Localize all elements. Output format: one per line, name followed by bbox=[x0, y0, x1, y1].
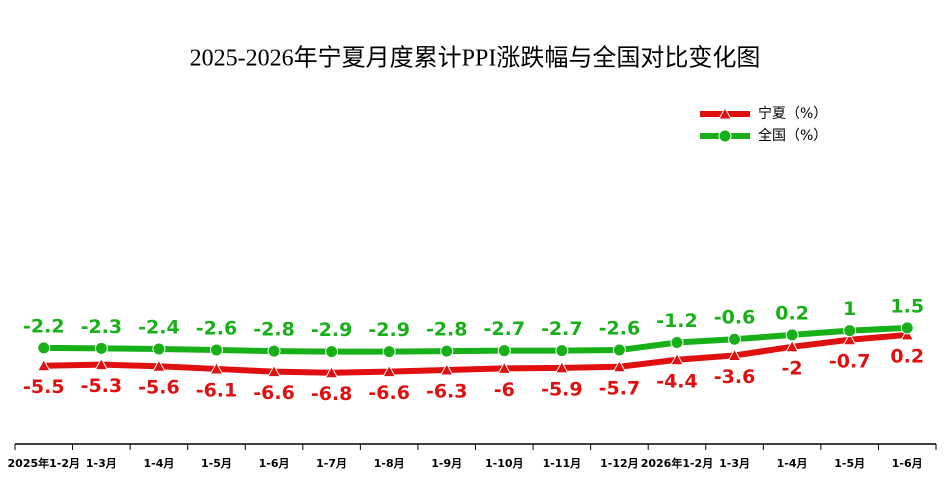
data-label: -6 bbox=[494, 379, 515, 401]
x-tick-label: 1-9月 bbox=[431, 457, 462, 470]
point bbox=[382, 345, 396, 359]
point bbox=[843, 324, 857, 338]
point bbox=[37, 341, 51, 355]
x-tick-label: 1-10月 bbox=[485, 457, 524, 470]
data-label: -0.7 bbox=[829, 350, 871, 372]
data-label: -2.9 bbox=[368, 319, 410, 341]
data-label: -1.2 bbox=[656, 310, 698, 332]
data-label: -2.3 bbox=[81, 316, 123, 338]
data-label: -2.8 bbox=[426, 319, 468, 341]
x-tick-label: 2025年1-2月 bbox=[8, 456, 81, 470]
point bbox=[209, 343, 223, 357]
x-tick-label: 1-3月 bbox=[719, 457, 750, 470]
point bbox=[555, 360, 569, 374]
point bbox=[900, 327, 915, 341]
data-label: -2.9 bbox=[311, 319, 353, 341]
point bbox=[670, 335, 684, 349]
point bbox=[209, 361, 224, 375]
chart-title: 2025-2026年宁夏月度累计PPI涨跌幅与全国对比变化图 bbox=[190, 45, 761, 72]
data-label: -4.4 bbox=[656, 370, 698, 392]
data-label: -5.9 bbox=[541, 378, 583, 400]
point bbox=[785, 339, 799, 353]
point bbox=[325, 345, 339, 359]
data-label: -5.5 bbox=[23, 376, 65, 398]
point bbox=[94, 341, 108, 355]
x-tick-label: 1-12月 bbox=[600, 457, 639, 470]
x-tick-label: 1-4月 bbox=[143, 457, 174, 470]
x-tick-label: 1-6月 bbox=[259, 457, 290, 470]
data-label: -2.6 bbox=[599, 318, 641, 340]
point bbox=[439, 362, 454, 376]
data-label: -6.8 bbox=[311, 383, 353, 405]
data-label: -0.6 bbox=[714, 307, 756, 329]
data-label: -6.1 bbox=[196, 379, 238, 401]
data-label: -3.6 bbox=[714, 366, 756, 388]
data-label: 0.2 bbox=[775, 302, 809, 324]
legend-label: 全国（%） bbox=[758, 127, 827, 144]
point bbox=[900, 321, 914, 335]
x-tick-label: 1-4月 bbox=[777, 457, 808, 470]
data-label: -6.3 bbox=[426, 381, 468, 403]
legend-label: 宁夏（%） bbox=[758, 105, 827, 122]
data-label: -2.7 bbox=[541, 318, 583, 340]
data-label: 1.5 bbox=[890, 295, 924, 317]
x-tick-label: 2026年1-2月 bbox=[641, 456, 714, 470]
x-tick-label: 1-5月 bbox=[201, 457, 232, 470]
x-tick-label: 1-8月 bbox=[374, 457, 405, 470]
x-tick-label: 1-7月 bbox=[316, 457, 347, 470]
data-label: -5.7 bbox=[599, 377, 641, 399]
point bbox=[267, 364, 281, 378]
point bbox=[785, 328, 799, 342]
point bbox=[152, 359, 166, 372]
data-label: -6.6 bbox=[368, 382, 410, 404]
point bbox=[267, 344, 281, 358]
x-tick-label: 1-11月 bbox=[543, 457, 582, 470]
data-label: 0.2 bbox=[890, 345, 924, 367]
point bbox=[152, 342, 166, 356]
data-label: -2.8 bbox=[253, 319, 295, 341]
point bbox=[727, 348, 742, 361]
data-label: -5.6 bbox=[138, 377, 180, 399]
point bbox=[497, 361, 512, 374]
point bbox=[382, 364, 396, 378]
data-label: -5.3 bbox=[81, 375, 123, 397]
point bbox=[612, 343, 626, 357]
point bbox=[842, 332, 857, 346]
point bbox=[670, 352, 684, 366]
point bbox=[718, 106, 732, 120]
data-label: -2.6 bbox=[196, 318, 238, 340]
point bbox=[718, 129, 732, 143]
point bbox=[555, 344, 569, 358]
data-label: -2 bbox=[782, 357, 803, 379]
data-label: -6.6 bbox=[253, 382, 295, 404]
point bbox=[324, 365, 339, 379]
x-tick-label: 1-3月 bbox=[86, 457, 117, 470]
point bbox=[497, 344, 511, 358]
data-label: -2.2 bbox=[23, 315, 65, 337]
x-tick-label: 1-5月 bbox=[834, 457, 865, 470]
data-label: 1 bbox=[843, 298, 856, 320]
series-line bbox=[43, 324, 908, 355]
point bbox=[612, 359, 627, 373]
point bbox=[36, 358, 51, 372]
point bbox=[440, 344, 454, 358]
data-label: -2.7 bbox=[484, 318, 526, 340]
series-line bbox=[43, 331, 908, 376]
point bbox=[728, 332, 742, 346]
point bbox=[94, 357, 109, 371]
data-label: -2.4 bbox=[138, 316, 180, 338]
x-tick-label: 1-6月 bbox=[892, 457, 923, 470]
